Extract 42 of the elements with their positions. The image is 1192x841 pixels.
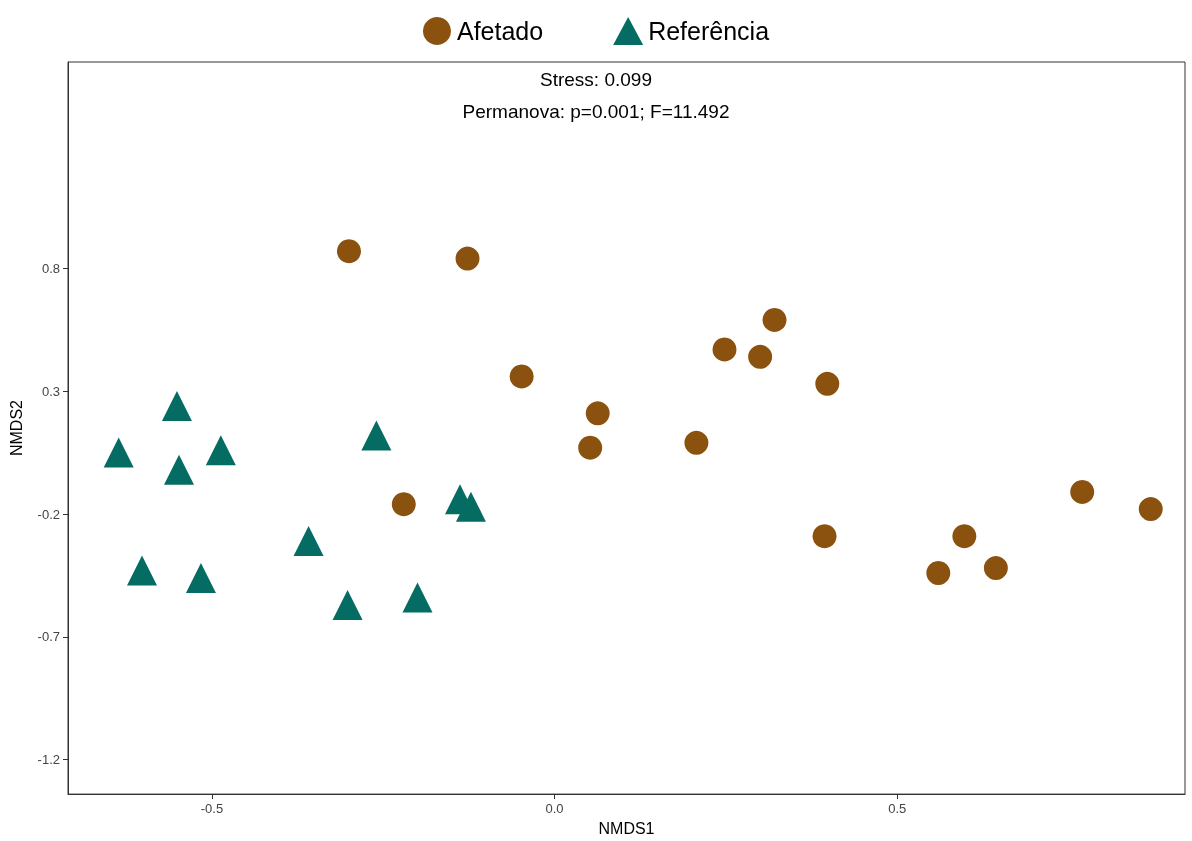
y-tick-label: -0.2 [37,506,60,522]
point [161,390,192,421]
point [103,437,134,468]
y-tick-label: 0.8 [41,260,60,276]
x-tick-label: -0.5 [200,801,224,817]
x-tick-label: 0.0 [545,801,564,817]
point [983,556,1008,581]
point [336,239,361,264]
annotation: Stress: 0.099 [540,69,652,90]
point [455,246,480,271]
y-tick-label: -1.2 [37,752,60,768]
point [402,582,433,613]
point [509,364,534,389]
point [578,435,603,460]
point [332,589,363,620]
point [952,524,977,549]
point [361,420,392,451]
point [164,454,195,485]
point [585,401,610,426]
legend-label: Afetado [456,17,544,45]
y-axis-title: NMDS2 [7,399,25,457]
point [812,524,837,549]
point [127,555,158,586]
x-tick-label: 0.5 [888,801,907,817]
point [185,562,216,593]
point [205,435,236,466]
point [1138,497,1163,522]
point [455,491,486,522]
legend-label: Referência [648,17,770,45]
point [748,344,773,369]
point [815,371,840,396]
point [1070,479,1095,504]
y-tick-label: -0.7 [37,629,60,645]
point [926,561,951,585]
point [391,492,416,517]
point [684,430,709,455]
point [293,526,324,557]
annotation: Permanova: p=0.001; F=11.492 [462,101,730,122]
x-axis-title: NMDS1 [598,819,655,837]
y-tick-label: 0.3 [41,383,60,399]
point [762,307,787,332]
point [712,337,737,362]
